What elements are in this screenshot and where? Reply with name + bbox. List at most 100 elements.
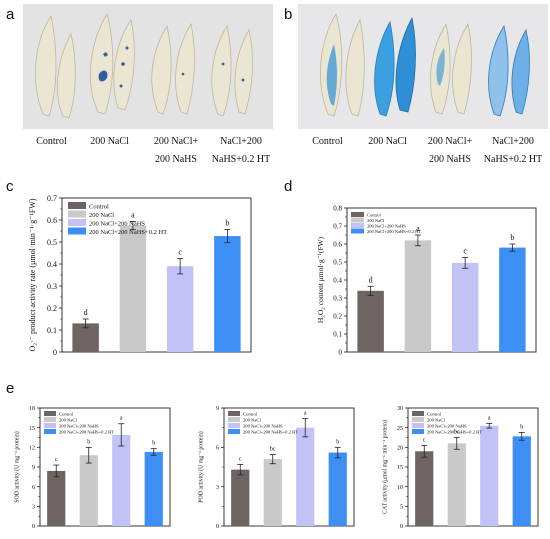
- legend-label: Control: [59, 412, 74, 417]
- y-axis-label: O₂·⁻ product activity rate (μmol·min⁻¹·g…: [28, 198, 37, 351]
- legend-swatch: [44, 411, 56, 416]
- chart-e-sod: 0 3 6 9 12 15 18 SOD activity (U mg⁻¹ protein) c…: [0, 402, 180, 536]
- chart-e-pod: 0 3 6 9 POD activity (U mg⁻¹ protein) c bc a b Co…: [184, 402, 364, 536]
- bar-2: [404, 240, 432, 352]
- bar-3: [296, 427, 315, 526]
- bar-4: [214, 236, 241, 352]
- bar-2: [447, 443, 466, 526]
- legend-swatch: [228, 411, 240, 416]
- significance-letter: d: [84, 308, 88, 317]
- legend-label: 200 NaCl+200 NaHS+0.2 HT: [427, 430, 482, 435]
- panel-letter-b: b: [284, 6, 293, 23]
- significance-letter: a: [304, 410, 307, 416]
- y-tick-label: 0.2: [47, 304, 57, 313]
- y-axis-label: H₂O₂ content μmol·g⁻¹(FW): [316, 236, 325, 323]
- chart-e-cat: 0 5 10 15 20 25 30 CAT activity (μmol mg⁻¹ min⁻…: [368, 402, 548, 536]
- y-tick-label: 6: [32, 485, 35, 491]
- legend-label: 200 NaCl+200 NaHS+0.2 HT: [89, 229, 167, 236]
- significance-letter: b: [336, 439, 339, 445]
- significance-letter: a: [488, 415, 491, 421]
- label-a-nacl-nahs-ht: NaCl+200 NaHS+0.2 HT: [211, 136, 271, 165]
- significance-letter: b: [87, 439, 90, 445]
- legend-swatch: [44, 423, 56, 428]
- significance-letter: d: [369, 275, 373, 284]
- legend-swatch: [44, 429, 56, 434]
- y-tick-label: 0: [216, 524, 219, 530]
- y-tick-label: 12: [29, 445, 35, 451]
- legend-label: 200 NaCl+200 NaHS+0.2 HT: [243, 430, 298, 435]
- y-tick-label: 10: [397, 485, 403, 491]
- bar-1: [415, 451, 434, 526]
- significance-letter: c: [178, 248, 182, 257]
- y-axis-label: SOD activity (U mg⁻¹ protein): [13, 431, 20, 503]
- y-tick-label: 5: [400, 504, 403, 510]
- y-tick-label: 30: [397, 406, 403, 412]
- significance-letter: b: [510, 233, 514, 242]
- bar-1: [47, 470, 66, 526]
- legend-swatch: [412, 429, 424, 434]
- bar-1: [231, 469, 250, 526]
- y-tick-label: 0.5: [333, 258, 342, 266]
- y-tick-label: 20: [397, 445, 403, 451]
- significance-letter: b: [225, 218, 229, 227]
- y-tick-label: 0.4: [47, 260, 57, 269]
- legend-label: 200 NaCl+200 NaHS: [243, 424, 283, 429]
- significance-letter: a: [120, 416, 123, 422]
- legend-swatch: [228, 429, 240, 434]
- legend-swatch: [68, 219, 86, 226]
- label-a-control: Control: [36, 136, 67, 147]
- bar-2: [263, 459, 282, 526]
- y-tick-label: 18: [29, 406, 35, 412]
- legend-label: Control: [427, 412, 442, 417]
- bar-2: [79, 455, 98, 526]
- legend-label: Control: [89, 204, 109, 211]
- y-tick-label: 0.7: [333, 222, 342, 230]
- significance-letter: b: [520, 424, 523, 430]
- leaf-nahs-1: [151, 24, 172, 115]
- legend-label: 200 NaCl: [367, 218, 385, 223]
- photo-leaves-dab: [298, 4, 548, 129]
- legend-swatch: [412, 411, 424, 416]
- label-b-nacl-nahs-ht: NaCl+200 NaHS+0.2 HT: [483, 136, 543, 165]
- label-a-nacl: 200 NaCl: [90, 136, 129, 147]
- y-tick-label: 25: [397, 426, 403, 432]
- legend-label: Control: [367, 213, 382, 218]
- legend-label: 200 NaCl+200 NaHS: [427, 424, 467, 429]
- panel-letter-c: c: [6, 178, 14, 195]
- chart-c-superoxide: 0 0.1 0.2 0.3 0.4 0.5 0.6 0.7 O₂·⁻ product activ…: [0, 190, 265, 362]
- legend-label: 200 NaCl+200 NaHS+0.2 HT: [367, 229, 421, 234]
- legend-swatch: [44, 417, 56, 422]
- significance-letter: bc: [454, 430, 460, 436]
- bar-4: [328, 452, 347, 526]
- legend-label: 200 NaCl+200 NaHS+0.2 HT: [59, 430, 114, 435]
- legend-label: 200 NaCl+200 NaHS: [89, 221, 145, 228]
- y-tick-label: 0.2: [333, 312, 342, 320]
- leaf-control-2: [57, 32, 76, 119]
- y-tick-label: 0.1: [47, 326, 57, 335]
- bar-3: [112, 434, 131, 526]
- y-tick-label: 3: [216, 485, 219, 491]
- y-tick-label: 0: [400, 524, 403, 530]
- legend-swatch: [68, 227, 86, 235]
- y-axis-label: CAT activity (μmol mg⁻¹ min⁻¹ protein): [381, 420, 388, 514]
- label-a-nacl-nahs: 200 NaCl+ 200 NaHS: [153, 136, 199, 165]
- y-tick-label: 9: [32, 465, 35, 471]
- significance-letter: c: [55, 457, 58, 463]
- y-tick-label: 0.3: [47, 282, 57, 291]
- significance-letter: a: [131, 211, 135, 220]
- leaf-control-1: [35, 14, 57, 117]
- legend-swatch: [351, 228, 364, 234]
- legend-swatch: [228, 417, 240, 422]
- panel-letter-e: e: [6, 380, 15, 397]
- significance-letter: c: [463, 247, 467, 256]
- legend-swatch: [351, 212, 364, 217]
- legend-label: 200 NaCl: [59, 418, 77, 423]
- chart-svg: 0 0.1 0.2 0.3 0.4 0.5 0.6 0.7 0.8 H₂O₂ content μm…: [316, 204, 537, 356]
- label-b-control: Control: [312, 136, 343, 147]
- legend-swatch: [412, 417, 424, 422]
- leaf-nahs-2: [175, 22, 195, 115]
- y-tick-label: 0.5: [47, 238, 57, 247]
- y-tick-label: 3: [32, 504, 35, 510]
- y-tick-label: 0: [339, 348, 343, 356]
- legend-label: 200 NaCl: [243, 418, 261, 423]
